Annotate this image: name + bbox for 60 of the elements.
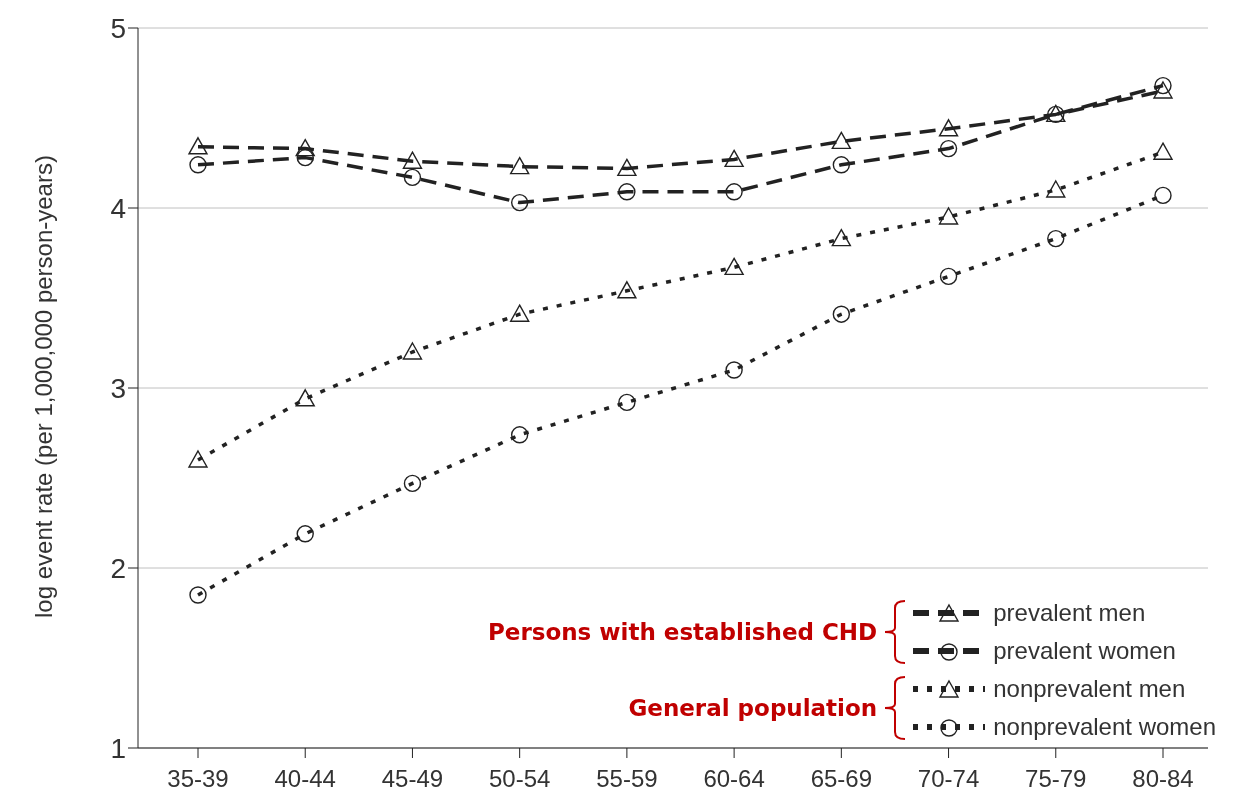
point [402, 342, 423, 360]
x-tick-label: 75-79 [1025, 765, 1087, 793]
point [1047, 229, 1065, 248]
point [831, 131, 852, 150]
point [1046, 180, 1066, 198]
point [725, 361, 743, 379]
annotation: General population [628, 695, 878, 721]
point [510, 426, 529, 444]
point [510, 193, 529, 212]
point [938, 207, 959, 225]
y-tick-label: 3 [110, 372, 126, 404]
y-tick-label: 4 [110, 192, 126, 224]
point [295, 389, 315, 407]
point [296, 148, 314, 167]
point [1154, 76, 1172, 95]
point [939, 267, 958, 286]
point [509, 304, 530, 322]
point [188, 137, 208, 155]
point [938, 119, 959, 137]
x-tick-label: 80-84 [1132, 765, 1194, 793]
point [295, 138, 315, 157]
point [617, 281, 637, 299]
legend-label: nonprevalent men [993, 675, 1186, 703]
legend-label: prevalent women [993, 637, 1176, 665]
x-tick-label: 50-54 [488, 765, 551, 793]
x-tick-label: 70-74 [917, 765, 980, 793]
point [1154, 186, 1172, 205]
y-tick-label: 2 [110, 552, 126, 584]
x-tick-label: 65-69 [810, 765, 873, 793]
point [403, 474, 422, 493]
point [724, 149, 744, 168]
legend-label: prevalent men [993, 599, 1146, 627]
point [188, 450, 208, 468]
point [832, 156, 851, 174]
point [618, 183, 636, 201]
point [831, 228, 852, 247]
x-tick-label: 55-59 [596, 765, 658, 793]
point [402, 151, 423, 169]
point [509, 156, 530, 175]
legend-label: nonprevalent women [993, 713, 1216, 741]
point [617, 158, 637, 177]
point [725, 183, 743, 201]
x-tick-label: 40-44 [274, 765, 336, 793]
point [403, 168, 422, 187]
point [1153, 142, 1173, 160]
point [724, 257, 744, 276]
x-tick-label: 45-49 [381, 765, 444, 793]
point [296, 525, 314, 543]
point [832, 305, 851, 323]
y-tick-label: 1 [110, 732, 126, 764]
point [939, 139, 958, 158]
y-tick-label: 5 [110, 12, 126, 44]
annotation: Persons with established CHD [487, 619, 878, 645]
x-tick-label: 35-39 [167, 765, 229, 793]
point [189, 586, 207, 604]
x-tick-label: 60-64 [703, 765, 765, 793]
point [189, 156, 207, 174]
y-axis-title: log event rate (per 1,000,000 person-years) [29, 155, 57, 618]
point [618, 393, 636, 412]
point [1153, 81, 1173, 99]
